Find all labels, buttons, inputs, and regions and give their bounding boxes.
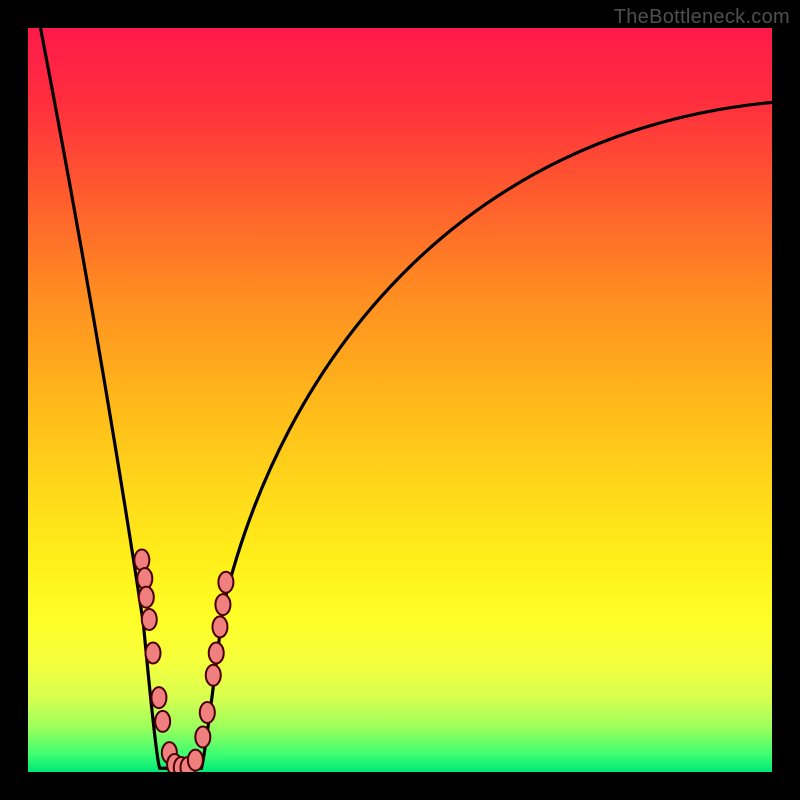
data-marker bbox=[155, 711, 170, 732]
marker-cluster bbox=[134, 549, 233, 772]
data-marker bbox=[215, 594, 230, 615]
plot-frame bbox=[28, 28, 772, 772]
data-marker bbox=[212, 616, 227, 637]
data-marker bbox=[134, 549, 149, 570]
data-marker bbox=[151, 687, 166, 708]
curve-layer bbox=[28, 28, 772, 772]
data-marker bbox=[206, 665, 221, 686]
data-marker bbox=[145, 642, 160, 663]
data-marker bbox=[139, 587, 154, 608]
data-marker bbox=[209, 642, 224, 663]
plot-area bbox=[28, 28, 772, 772]
data-marker bbox=[200, 702, 215, 723]
data-marker bbox=[142, 609, 157, 630]
data-marker bbox=[188, 750, 203, 771]
stage: TheBottleneck.com bbox=[0, 0, 800, 800]
data-marker bbox=[195, 727, 210, 748]
data-marker bbox=[218, 572, 233, 593]
watermark-text: TheBottleneck.com bbox=[614, 6, 790, 29]
